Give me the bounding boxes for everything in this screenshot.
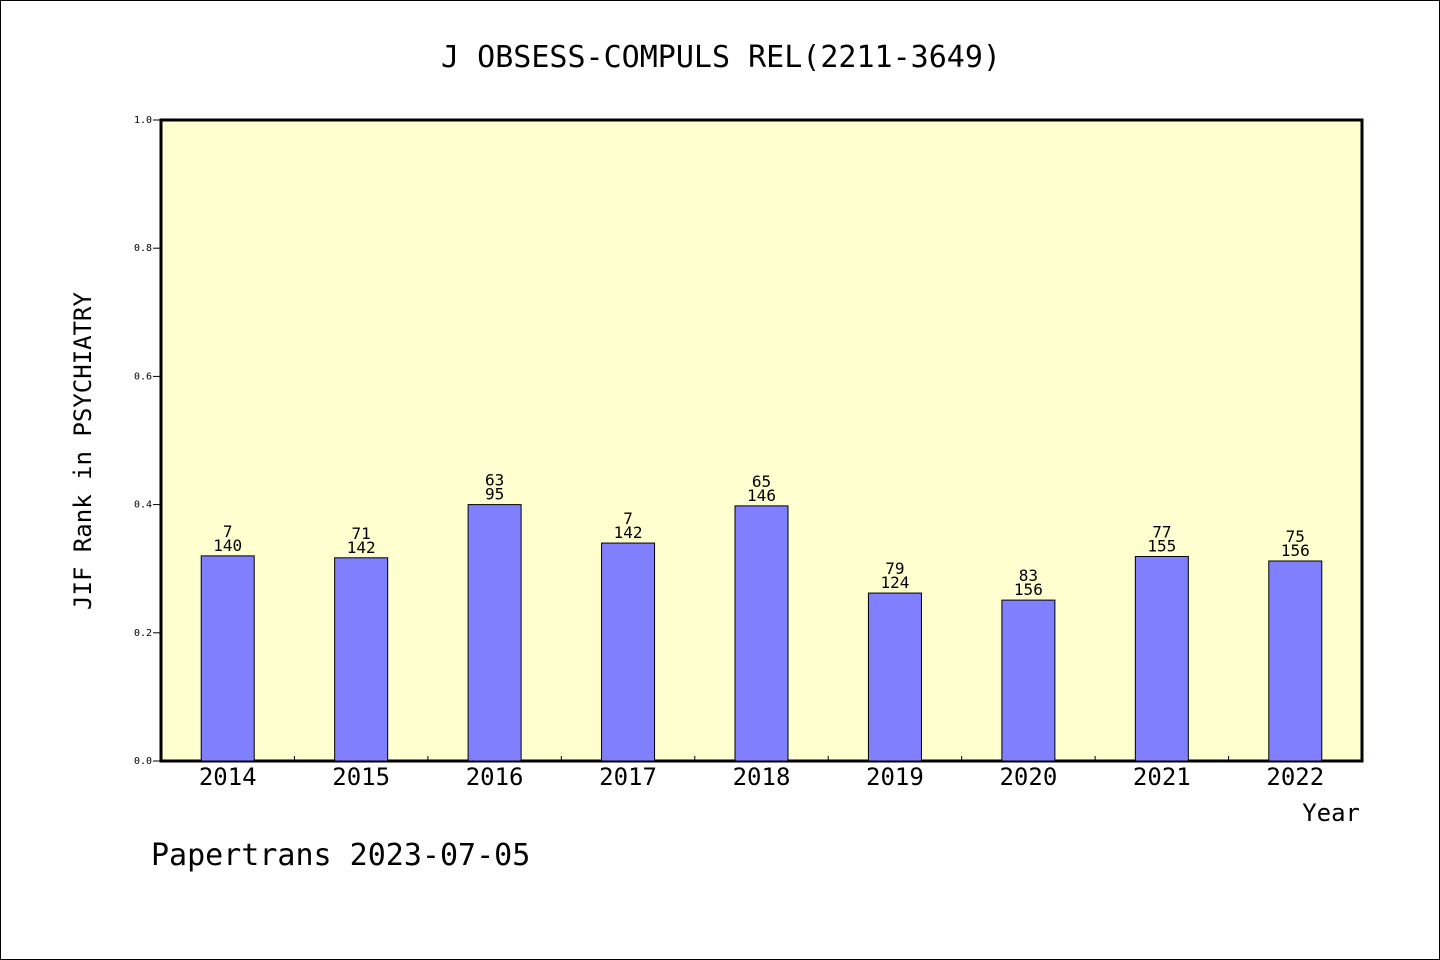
- x-tick-label: 2018: [733, 763, 791, 791]
- y-axis-label: JIF Rank in PSYCHIATRY: [69, 292, 97, 610]
- bar-label-rank: 63: [485, 471, 504, 490]
- y-axis: 0.0 0.2 0.4 0.6 0.8 1.0: [134, 115, 161, 767]
- bar-label-total: 142: [347, 538, 376, 557]
- bar: [200, 555, 255, 762]
- x-axis: 2014 2015 2016 2017 2018 2019 2020 2021 2022: [199, 756, 1324, 791]
- bar-label-total: 124: [880, 573, 909, 592]
- x-tick-label: 2017: [599, 763, 657, 791]
- bar: [334, 557, 389, 762]
- x-tick-label: 2021: [1133, 763, 1191, 791]
- bars: [200, 504, 1323, 762]
- bar-label-rank: 7: [223, 522, 233, 541]
- bar-label-total: 146: [747, 486, 776, 505]
- bar-label-rank: 83: [1019, 566, 1038, 585]
- bar-label-rank: 71: [352, 524, 371, 543]
- y-tick-label: 0.2: [134, 628, 152, 639]
- bar-label-total: 95: [485, 485, 504, 504]
- bar-label-rank: 7: [623, 509, 633, 528]
- bar-label-total: 155: [1147, 537, 1176, 556]
- bar: [601, 542, 656, 762]
- bar: [1001, 599, 1056, 762]
- chart-title: J OBSESS-COMPULS REL(2211-3649): [441, 40, 1001, 75]
- bar-label-total: 156: [1014, 580, 1043, 599]
- bar-label-rank: 75: [1286, 527, 1305, 546]
- bar-label-rank: 65: [752, 472, 771, 491]
- x-tick-label: 2020: [999, 763, 1057, 791]
- y-tick-label: 0.8: [134, 243, 152, 254]
- bar: [734, 505, 789, 762]
- x-tick-label: 2015: [332, 763, 390, 791]
- y-tick-label: 0.6: [134, 371, 152, 382]
- y-tick-label: 1.0: [134, 115, 152, 126]
- x-tick-label: 2016: [466, 763, 524, 791]
- bar-label-total: 142: [614, 523, 643, 542]
- bar: [1134, 556, 1189, 762]
- x-tick-label: 2019: [866, 763, 924, 791]
- footer-text: Papertrans 2023-07-05: [151, 838, 530, 873]
- x-tick-label: 2014: [199, 763, 257, 791]
- bar-label-total: 156: [1281, 541, 1310, 560]
- bar-label-rank: 79: [885, 559, 904, 578]
- y-tick-label: 0.0: [134, 756, 152, 767]
- bar: [1268, 560, 1323, 762]
- bar-label-rank: 77: [1152, 523, 1171, 542]
- x-tick-label: 2022: [1266, 763, 1324, 791]
- bar-label-total: 140: [213, 536, 242, 555]
- bar: [467, 504, 522, 762]
- bar: [867, 592, 922, 762]
- y-tick-label: 0.4: [134, 500, 152, 511]
- x-axis-label: Year: [1302, 799, 1360, 827]
